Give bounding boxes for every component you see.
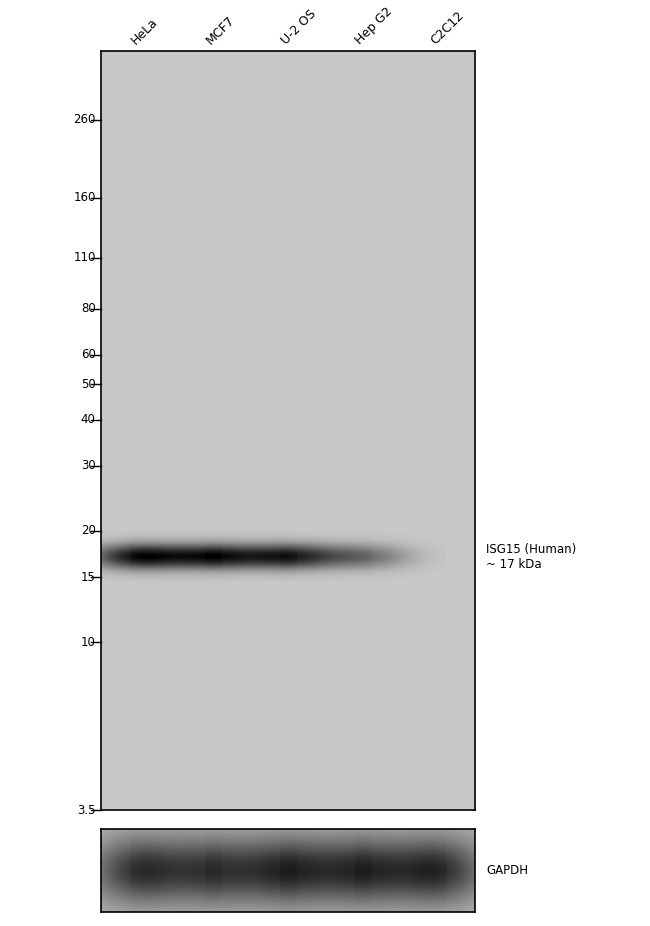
Text: U-2 OS: U-2 OS bbox=[278, 7, 318, 47]
Text: 110: 110 bbox=[73, 251, 96, 264]
Text: 30: 30 bbox=[81, 459, 96, 472]
Text: 15: 15 bbox=[81, 570, 96, 583]
Text: C2C12: C2C12 bbox=[428, 9, 466, 47]
Text: 10: 10 bbox=[81, 635, 96, 648]
Text: 20: 20 bbox=[81, 524, 96, 537]
Text: Hep G2: Hep G2 bbox=[353, 5, 395, 47]
Text: MCF7: MCF7 bbox=[203, 14, 237, 47]
Text: ISG15 (Human): ISG15 (Human) bbox=[486, 543, 577, 557]
Text: ~ 17 kDa: ~ 17 kDa bbox=[486, 557, 542, 571]
Text: 160: 160 bbox=[73, 192, 96, 205]
Text: 80: 80 bbox=[81, 302, 96, 315]
Text: 60: 60 bbox=[81, 348, 96, 361]
Text: 3.5: 3.5 bbox=[77, 804, 96, 817]
Text: 40: 40 bbox=[81, 413, 96, 426]
Text: 260: 260 bbox=[73, 114, 96, 127]
Text: 50: 50 bbox=[81, 378, 96, 391]
Text: GAPDH: GAPDH bbox=[486, 864, 528, 877]
Text: HeLa: HeLa bbox=[129, 16, 161, 47]
